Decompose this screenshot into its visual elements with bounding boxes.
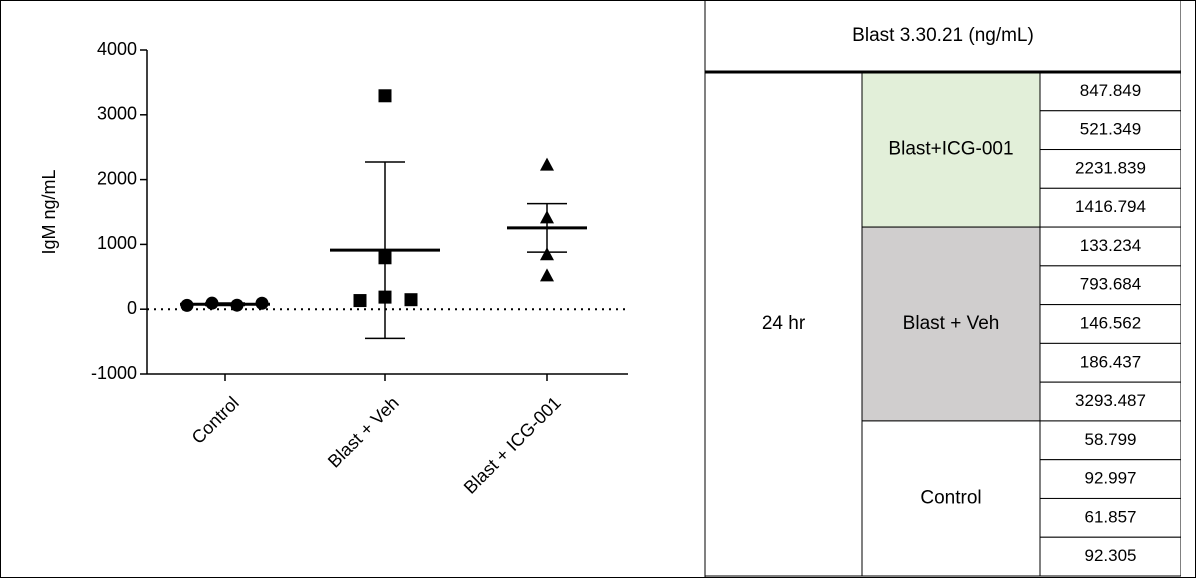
value-cell [1039, 226, 1181, 267]
group-cell [861, 226, 1041, 422]
time: 24 hr [762, 313, 806, 334]
y-tick-label: 2000 [97, 168, 137, 188]
value: 186.437 [1080, 352, 1141, 371]
y-tick-label: 3000 [97, 104, 137, 124]
point [353, 294, 367, 308]
y-axis-label: IgM ng/mL [39, 169, 59, 254]
y-tick-label: -1000 [91, 363, 137, 383]
group-name: Control [920, 487, 981, 508]
value-cell [1039, 497, 1181, 538]
value-cell [1039, 459, 1181, 499]
value-cell [1039, 265, 1181, 306]
value: 521.349 [1080, 120, 1141, 139]
value: 2231.839 [1075, 158, 1146, 177]
point [378, 89, 392, 103]
value: 92.997 [1085, 469, 1137, 488]
value: 793.684 [1080, 275, 1141, 294]
value: 61.857 [1085, 507, 1137, 526]
value: 847.849 [1080, 81, 1141, 100]
value: 146.562 [1080, 313, 1141, 332]
point [378, 290, 392, 304]
x-tick-label: Blast + ICG-001 [460, 393, 565, 498]
value: 3293.487 [1075, 391, 1146, 410]
x-tick-label: Blast + Veh [324, 393, 403, 472]
point [378, 251, 392, 265]
y-tick-label: 0 [127, 298, 137, 318]
point [540, 268, 554, 282]
group-name: Blast+ICG-001 [888, 139, 1013, 160]
value-cell [1039, 536, 1181, 577]
value: 92.305 [1085, 546, 1137, 565]
group-cell [861, 420, 1041, 577]
group-cell [861, 71, 1041, 228]
point [404, 293, 418, 307]
point [540, 157, 554, 171]
value-cell [1039, 71, 1181, 112]
group-name: Blast + Veh [903, 313, 1000, 334]
value: 133.234 [1080, 236, 1141, 255]
point [540, 247, 554, 261]
table-title: Blast 3.30.21 (ng/mL) [852, 25, 1034, 46]
table: Blast 3.30.21 (ng/mL) Blast+ICG-001 847.84… [705, 0, 1181, 577]
y-tick-label: 4000 [97, 39, 137, 59]
point [540, 210, 554, 224]
value: 1416.794 [1075, 197, 1146, 216]
y-tick-label: 1000 [97, 233, 137, 253]
value-cell [1039, 149, 1181, 189]
x-tick-label: Control [188, 393, 243, 448]
value: 58.799 [1085, 430, 1137, 449]
value-cell [1039, 110, 1181, 151]
value-cell [1039, 420, 1181, 461]
